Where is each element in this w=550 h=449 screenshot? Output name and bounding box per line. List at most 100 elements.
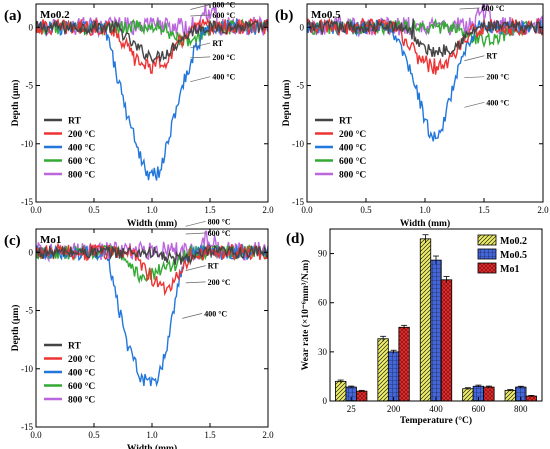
x-axis-label: Width (mm)	[127, 443, 177, 449]
annotation-arrow	[464, 76, 485, 79]
annotation-label: 200 °C	[486, 73, 509, 82]
annotation-arrow	[185, 265, 206, 271]
series-group	[36, 230, 268, 388]
plot-frame	[329, 228, 543, 402]
series-group	[307, 4, 543, 142]
annotation-arrow	[459, 7, 480, 10]
y-tick-label: -10	[21, 364, 33, 374]
bar-Mo1	[525, 395, 537, 402]
x-tick-label: 800	[514, 404, 528, 414]
annotation-arrow	[190, 56, 211, 59]
legend-swatch	[477, 262, 497, 274]
legend-label: RT	[339, 117, 353, 127]
y-tick-label: -10	[292, 139, 304, 149]
bar-Mo1	[483, 386, 495, 402]
legend-label: Mo1	[500, 264, 519, 275]
annotation-arrow	[464, 55, 485, 62]
panel-label: (d)	[286, 231, 304, 247]
bar-Mo0.5	[430, 259, 442, 402]
bar-Mo1	[440, 279, 453, 402]
bar-Mo0.2	[462, 388, 474, 402]
panel-label: (c)	[4, 233, 21, 249]
y-tick-label: -5	[297, 81, 305, 91]
annotation-arrow	[190, 4, 211, 10]
panel-d: 25 200 400 600 800 0 30 60 90 Temperature (°C) Wea…	[286, 228, 543, 426]
bar-Mo1	[398, 326, 410, 402]
panel-title: Mo0.2	[40, 9, 70, 21]
y-tick-label: 0	[29, 247, 34, 257]
legend-label: 400 °C	[68, 368, 95, 379]
annotation-label: RT	[208, 262, 219, 271]
legend-label: 800 °C	[68, 170, 95, 181]
panel-c: 0.0 0.5 1.0 1.5 2.0 0 -5 -10 -15 Width (mm) Depth …	[4, 217, 274, 449]
y-tick-label: -5	[26, 306, 34, 316]
x-axis-label: Width (mm)	[400, 218, 450, 229]
annotation-label: 200 °C	[212, 53, 235, 62]
panel-a: 0.0 0.5 1.0 1.5 2.0 0 -5 -10 -15 Width (mm) Depth …	[4, 0, 274, 229]
bar-Mo0.5	[387, 351, 400, 402]
y-tick-label: -10	[21, 139, 33, 149]
bar-Mo0.2	[377, 338, 389, 402]
annotation-label: 600 °C	[482, 4, 505, 13]
annotation-label: RT	[486, 52, 497, 61]
x-tick-label: 0.5	[360, 205, 372, 215]
legend-label: 400 °C	[68, 143, 95, 154]
x-tick-label: 200	[387, 404, 401, 414]
panel-title: Mo1	[40, 234, 61, 246]
legend-label: Mo0.2	[500, 236, 527, 247]
legend-label: RT	[68, 117, 82, 127]
x-tick-label: 1.0	[419, 205, 431, 215]
x-tick-label: 2.0	[262, 430, 274, 440]
x-tick-label: 0.5	[88, 430, 100, 440]
legend-swatch	[477, 248, 497, 260]
bar-Mo0.2	[335, 380, 347, 402]
annotation-label: 400 °C	[486, 98, 509, 107]
legend-label: 800 °C	[68, 395, 95, 406]
panel-b: 0.0 0.5 1.0 1.5 2.0 0 -5 -10 -15 Width (mm) Depth …	[275, 3, 549, 229]
annotation-arrow	[182, 313, 203, 319]
series-line-1	[307, 17, 543, 75]
legend-label: 600 °C	[339, 156, 366, 167]
x-tick-label: 400	[429, 404, 443, 414]
legend-label: Mo0.5	[500, 250, 527, 261]
series-group	[36, 4, 268, 181]
annotation-arrow	[464, 101, 485, 108]
x-axis-label: Temperature (°C)	[400, 415, 472, 426]
y-axis-label: Depth (μm)	[10, 305, 21, 352]
annotation-arrow	[185, 221, 206, 227]
x-tick-label: 25	[347, 404, 357, 414]
annotation-label: 400 °C	[204, 309, 227, 318]
bar-Mo1	[356, 390, 368, 402]
y-axis-label: Depth (μm)	[10, 80, 21, 127]
y-tick-label: -5	[26, 81, 34, 91]
series-line-0	[307, 18, 543, 57]
annotation-arrow	[185, 281, 206, 284]
x-tick-label: 1.5	[204, 205, 216, 215]
legend-label: 200 °C	[68, 129, 95, 140]
annotation-label: 600 °C	[208, 229, 231, 238]
x-tick-label: 0.0	[30, 430, 42, 440]
y-tick-label: 0	[29, 22, 34, 32]
series-line-0	[36, 18, 268, 64]
legend-label: 200 °C	[68, 354, 95, 365]
annotation-arrow	[190, 76, 211, 83]
annotation-label: 600 °C	[212, 11, 235, 20]
panel-label: (b)	[275, 8, 293, 24]
x-tick-label: 1.5	[478, 205, 490, 215]
y-tick-label: 30	[318, 347, 328, 357]
legend-swatch	[477, 234, 497, 246]
panel-title: Mo0.5	[311, 9, 341, 21]
y-axis-label: Depth (μm)	[281, 80, 292, 127]
x-tick-label: 0.0	[301, 205, 313, 215]
series-line-0	[36, 244, 268, 266]
x-tick-label: 0.0	[30, 205, 42, 215]
y-tick-label: -15	[292, 197, 304, 207]
annotation-arrow	[190, 42, 211, 49]
x-tick-label: 1.0	[146, 205, 158, 215]
annotation-label: 200 °C	[208, 278, 231, 287]
annotation-label: 800 °C	[212, 0, 235, 9]
legend-label: RT	[68, 342, 82, 352]
x-tick-label: 0.5	[88, 205, 100, 215]
annotation-label: RT	[212, 39, 223, 48]
